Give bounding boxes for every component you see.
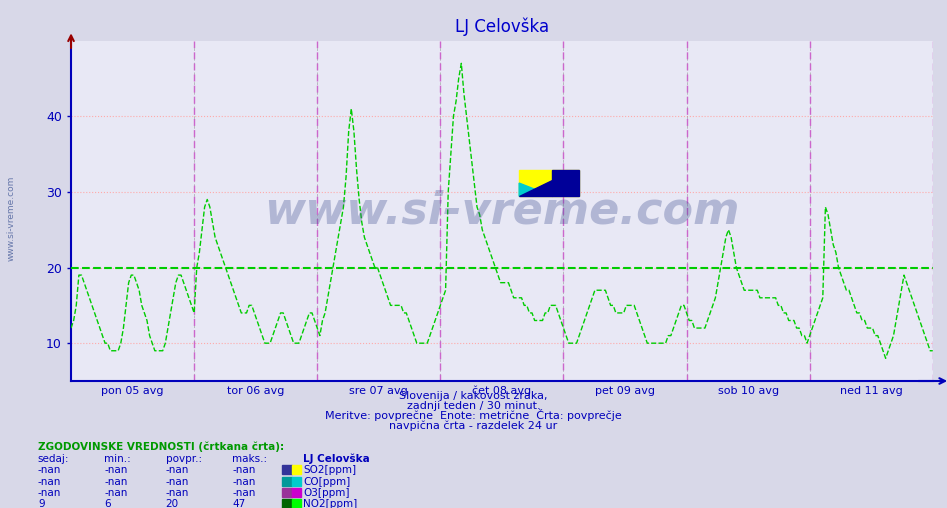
Text: -nan: -nan: [104, 477, 128, 487]
Title: LJ Celovška: LJ Celovška: [455, 18, 549, 36]
Bar: [552, 170, 580, 196]
Text: -nan: -nan: [104, 465, 128, 475]
Text: O3[ppm]: O3[ppm]: [303, 488, 349, 498]
Text: sedaj:: sedaj:: [38, 454, 69, 464]
Text: zadnji teden / 30 minut.: zadnji teden / 30 minut.: [406, 401, 541, 411]
Text: Slovenija / kakovost zraka,: Slovenija / kakovost zraka,: [400, 391, 547, 401]
Text: 20: 20: [166, 499, 179, 508]
Text: -nan: -nan: [232, 488, 256, 498]
Polygon shape: [519, 179, 552, 196]
Text: SO2[ppm]: SO2[ppm]: [303, 465, 356, 475]
Text: -nan: -nan: [232, 465, 256, 475]
Text: -nan: -nan: [232, 477, 256, 487]
Text: -nan: -nan: [104, 488, 128, 498]
Bar: [519, 170, 580, 196]
Text: -nan: -nan: [38, 488, 62, 498]
Text: NO2[ppm]: NO2[ppm]: [303, 499, 357, 508]
Text: -nan: -nan: [166, 488, 189, 498]
Text: -nan: -nan: [38, 477, 62, 487]
Text: LJ Celovška: LJ Celovška: [303, 454, 369, 464]
Text: Meritve: povprečne  Enote: metrične  Črta: povprečje: Meritve: povprečne Enote: metrične Črta:…: [325, 409, 622, 421]
Text: www.si-vreme.com: www.si-vreme.com: [264, 189, 740, 232]
Text: navpična črta - razdelek 24 ur: navpična črta - razdelek 24 ur: [389, 421, 558, 431]
Text: -nan: -nan: [38, 465, 62, 475]
Text: povpr.:: povpr.:: [166, 454, 202, 464]
Text: maks.:: maks.:: [232, 454, 267, 464]
Text: CO[ppm]: CO[ppm]: [303, 477, 350, 487]
Text: 6: 6: [104, 499, 111, 508]
Text: 47: 47: [232, 499, 245, 508]
Text: min.:: min.:: [104, 454, 131, 464]
Text: -nan: -nan: [166, 477, 189, 487]
Text: ZGODOVINSKE VREDNOSTI (črtkana črta):: ZGODOVINSKE VREDNOSTI (črtkana črta):: [38, 441, 284, 452]
Text: www.si-vreme.com: www.si-vreme.com: [7, 176, 16, 261]
Text: -nan: -nan: [166, 465, 189, 475]
Text: 9: 9: [38, 499, 45, 508]
Polygon shape: [519, 183, 552, 196]
